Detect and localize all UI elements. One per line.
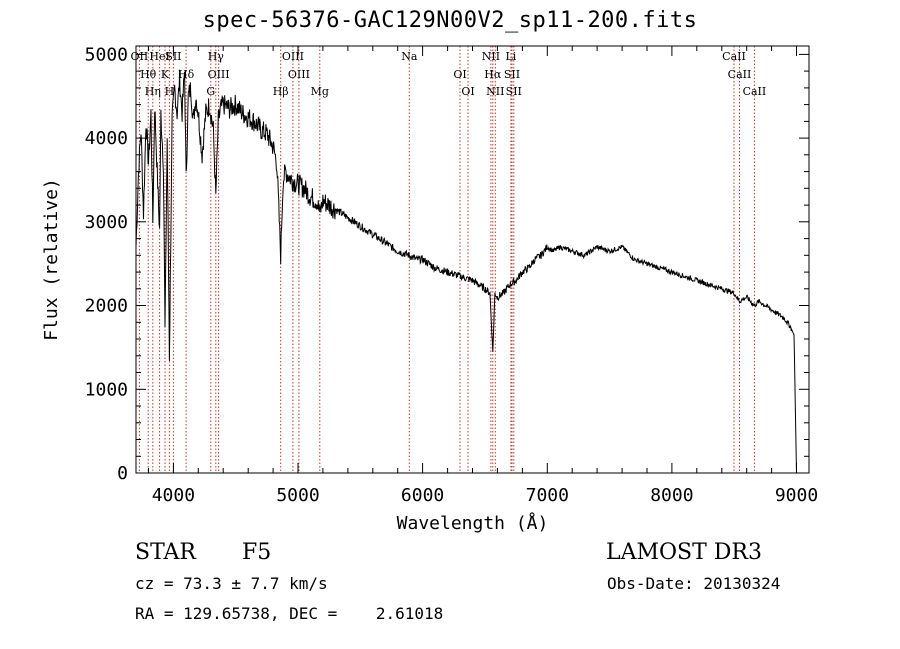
x-axis-label: Wavelength (Å) (397, 512, 549, 534)
x-tick-label: 7000 (526, 485, 569, 506)
line-marker-label: Li (505, 50, 516, 63)
sky-coordinates: RA = 129.65738, DEC = 2.61018 (135, 604, 444, 623)
y-tick-label: 0 (117, 463, 128, 484)
line-marker-label: Hθ (140, 68, 157, 81)
line-marker-label: NII (486, 85, 504, 98)
x-tick-label: 5000 (276, 485, 319, 506)
line-marker-label: OIII (208, 68, 230, 81)
line-marker-label: OIII (282, 50, 304, 63)
spectral-subclass: F5 (242, 540, 272, 565)
line-marker-label: H (165, 85, 175, 98)
line-marker-label: SII (165, 50, 181, 63)
line-marker-label: Hβ (273, 85, 289, 98)
survey-name: LAMOST DR3 (606, 540, 762, 565)
line-marker-label: OI (453, 68, 466, 81)
observation-date: Obs-Date: 20130324 (607, 574, 781, 593)
y-tick-label: 3000 (85, 212, 128, 233)
line-marker-label: CaII (722, 50, 746, 63)
line-marker-label: OII (131, 50, 149, 63)
redshift-velocity: cz = 73.3 ± 7.7 km/s (135, 574, 328, 593)
line-marker-label: Hδ (178, 68, 195, 81)
line-marker-label: NII (482, 50, 500, 63)
line-marker-label: Na (401, 50, 418, 63)
line-marker-label: OIII (288, 68, 310, 81)
y-tick-label: 1000 (85, 379, 128, 400)
chart-title: spec-56376-GAC129N00V2_sp11-200.fits (202, 8, 698, 33)
line-marker-label: OI (461, 85, 474, 98)
x-tick-label: 6000 (401, 485, 444, 506)
y-tick-label: 4000 (85, 128, 128, 149)
x-tick-label: 4000 (152, 485, 195, 506)
x-tick-label: 8000 (650, 485, 693, 506)
x-tick-label: 9000 (775, 485, 818, 506)
line-marker-label: SII (506, 85, 522, 98)
line-marker-label: CaII (728, 68, 752, 81)
y-axis-label: Flux (relative) (41, 178, 62, 341)
line-marker-label: SII (504, 68, 520, 81)
line-marker-label: Hη (145, 85, 161, 98)
line-marker-label: Hγ (208, 50, 225, 63)
y-tick-label: 2000 (85, 296, 128, 317)
y-tick-label: 5000 (85, 44, 128, 65)
object-class: STAR (135, 540, 196, 565)
line-marker-label: K (161, 68, 170, 81)
line-marker-label: HeI (149, 50, 169, 63)
line-marker-label: Hα (484, 68, 502, 81)
line-marker-label: Mg (311, 85, 329, 98)
spectrum-line (135, 69, 797, 474)
line-marker-label: CaII (743, 85, 767, 98)
line-marker-label: G (206, 85, 215, 98)
